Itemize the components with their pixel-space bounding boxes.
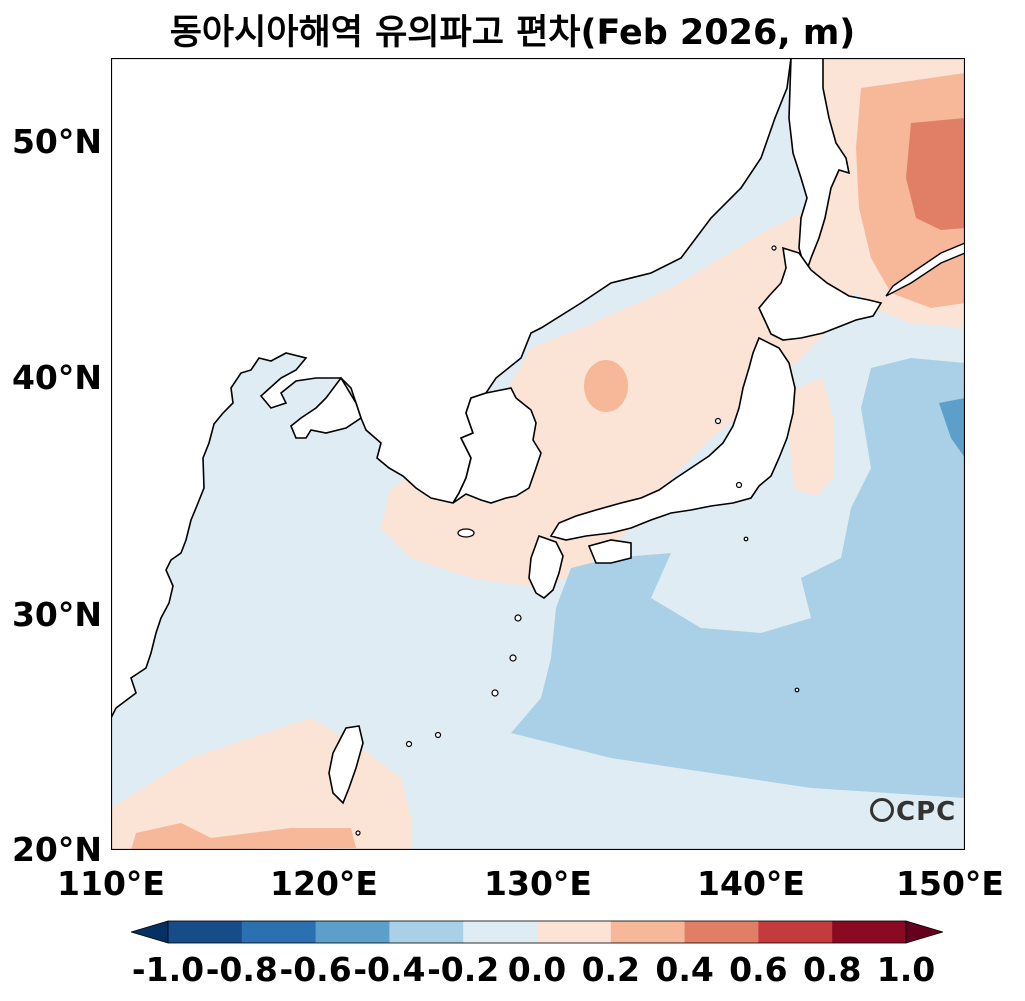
colorbar-segment [832,921,907,943]
field-pos-patch [584,360,628,412]
lon-label-120: 120°E [270,864,378,903]
land-island-6 [794,687,800,693]
lon-label-110: 110°E [57,864,165,903]
lon-label-130: 130°E [484,864,592,903]
colorbar-segment [758,921,833,943]
land-island-2 [509,654,517,662]
map-frame [111,58,965,850]
colorbar-segment [684,921,759,943]
field-neg-pacific-2 [939,398,965,458]
field-neg-intrusion [651,553,811,633]
field-pos-east-jp [789,378,833,496]
logo-ring-icon [870,798,894,822]
land-island-7 [743,536,749,542]
land-taiwan [328,725,364,805]
logo-text: CPC [896,797,957,827]
colorbar-tick-label: -0.8 [205,950,278,989]
land-island-11 [355,830,361,836]
land-island-9 [714,417,722,425]
colorbar-segment [463,921,538,943]
land-island-8 [735,481,743,489]
lat-label-30: 30°N [11,595,102,634]
field-pos-south-2 [131,823,356,850]
field-pos-okhotsk-3 [906,118,965,230]
lat-label-20: 20°N [11,830,102,869]
colorbar-segment [241,921,317,943]
colorbar-tick-label: 0.0 [507,950,567,989]
lat-label-40: 40°N [11,358,102,397]
land-shikoku [587,539,632,564]
land-kyushu [528,534,564,599]
land-island-10 [771,245,777,251]
land-korea [452,387,542,504]
colorbar-tick-label: -0.6 [279,950,352,989]
land-island-5 [434,731,442,739]
colorbar-tick-label: 0.6 [729,950,788,989]
land-sakhalin [788,58,851,276]
land-honshu [549,336,796,541]
lon-label-140: 140°E [697,864,805,903]
colorbar-segment [168,921,243,943]
colorbar-tick-label: -0.2 [427,950,500,989]
land-jeju [457,528,475,538]
land-island-4 [405,740,413,748]
cpc-logo: CPC [870,797,956,827]
lat-label-50: 50°N [11,122,102,161]
land-asia [111,58,792,719]
chart-title: 동아시아해역 유의파고 편차(Feb 2026, m) [169,13,856,53]
map-panel [111,58,965,850]
colorbar-segment [315,921,390,943]
colorbar [131,920,943,944]
land-island-1 [514,614,522,622]
colorbar-tick-label: 0.2 [581,950,641,989]
colorbar-frame [167,920,907,944]
colorbar-tick-label: -0.4 [353,950,426,989]
colorbar-segment [537,921,612,943]
colorbar-tick-label: -1.0 [131,950,205,989]
colorbar-extend-high [905,920,943,944]
colorbar-segment [610,921,686,943]
land-shandong [290,376,362,439]
colorbar-tick-label: 1.0 [876,950,936,989]
colorbar-segment [389,921,464,943]
colorbar-tick-label: 0.4 [655,950,714,989]
land-kurils [885,242,965,297]
colorbar-extend-low [131,920,169,944]
colorbar-tick-label: 0.8 [802,950,862,989]
lon-label-150: 150°E [896,864,1004,903]
land-island-3 [491,689,499,697]
land-hokkaido [758,246,883,341]
wave-anomaly-map [111,58,965,850]
